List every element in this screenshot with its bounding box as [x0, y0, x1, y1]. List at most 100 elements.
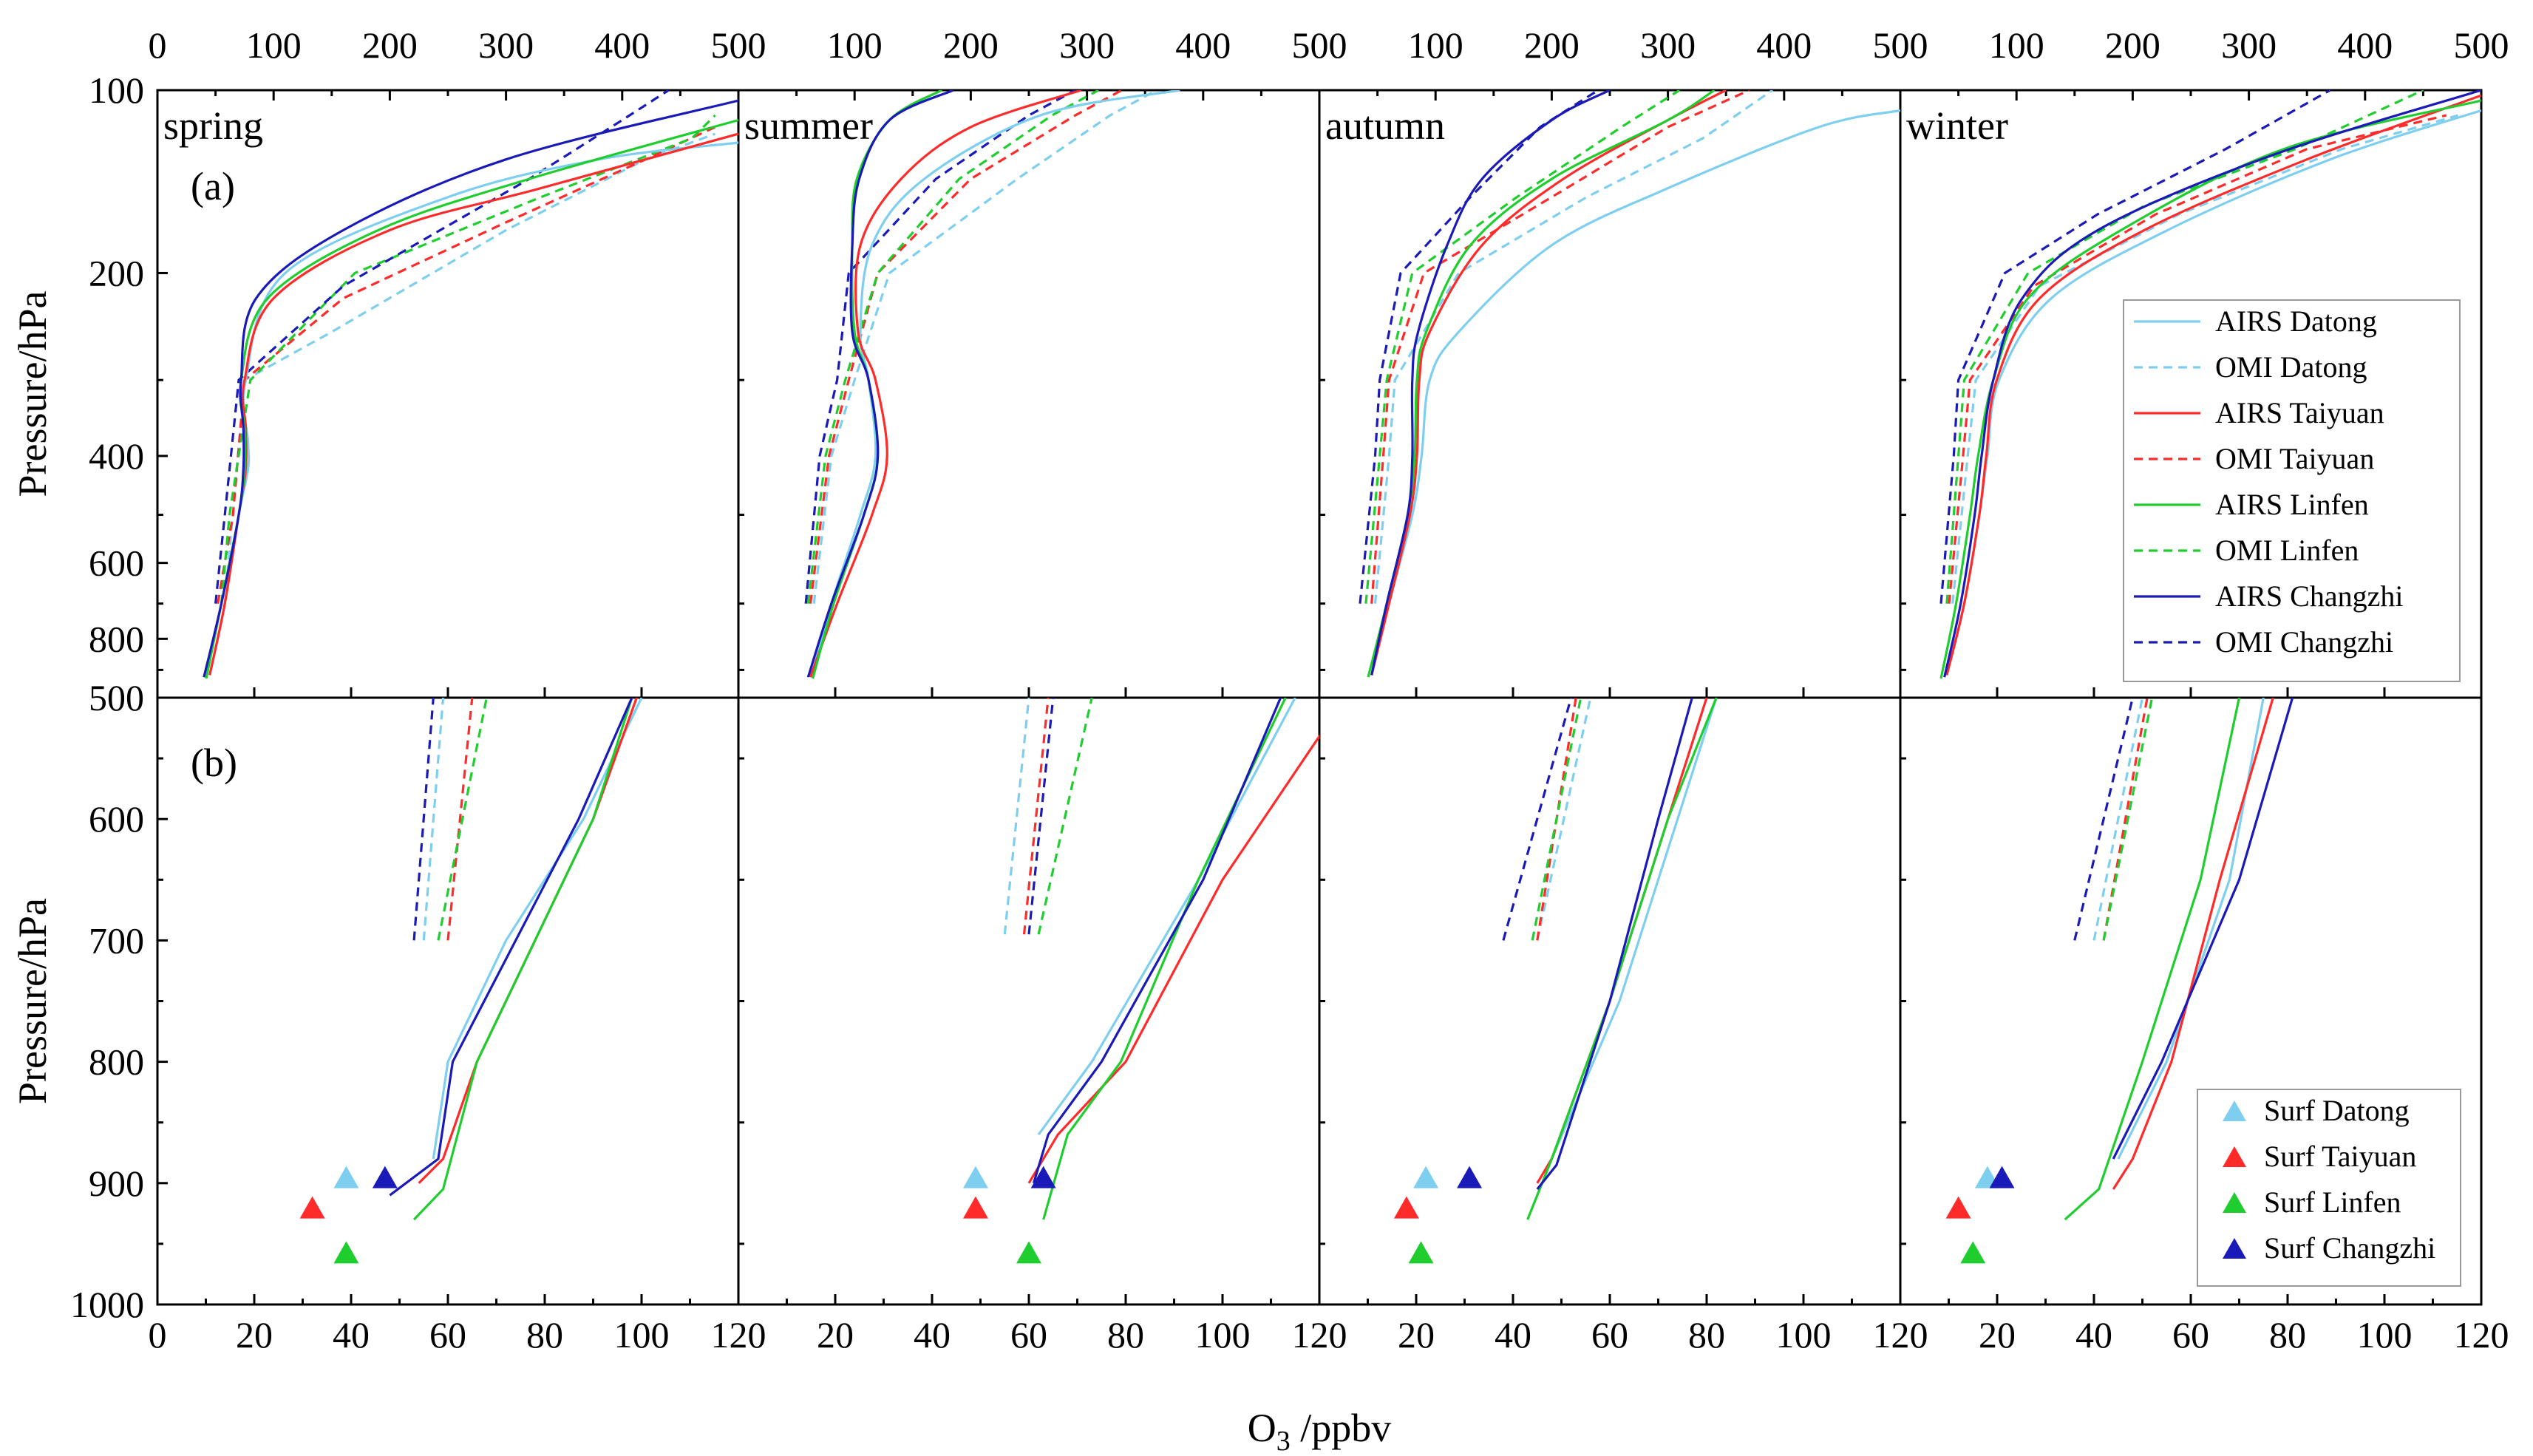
- series-a-airs-taiyuan-autumn: [1370, 90, 1727, 676]
- series-b-omi-datong-winter: [2092, 698, 2144, 941]
- series-a-airs-datong-spring: [208, 141, 738, 676]
- series-a-airs-linfen-winter: [1939, 99, 2481, 679]
- y-b-tick-label: 500: [89, 677, 144, 718]
- legend-a: AIRS Datong OMI Datong AIRS Taiyuan OMI Tai…: [2123, 299, 2461, 682]
- surface-marker-datong-spring: [333, 1166, 359, 1188]
- y-axis-title-b: Pressure/hPa: [10, 898, 55, 1104]
- legend-a-label: AIRS Changzhi: [2215, 579, 2403, 613]
- legend-b: Surf Datong Surf Taiyuan Surf Linfen Surf C…: [2197, 1089, 2461, 1287]
- series-a-omi-linfen-summer: [806, 90, 1100, 604]
- legend-b-marker: [2223, 1100, 2246, 1121]
- series-b-airs-linfen-summer: [1042, 698, 1287, 1220]
- y-b-tick-label: 1000: [70, 1284, 144, 1325]
- surface-marker-taiyuan-summer: [962, 1196, 988, 1219]
- season-label-summer: summer: [744, 103, 873, 148]
- series-b-airs-taiyuan-summer: [1027, 734, 1319, 1184]
- season-label-winter: winter: [1906, 103, 2008, 148]
- series-a-omi-changzhi-spring: [214, 90, 670, 604]
- top-tick-label: 0: [149, 24, 167, 66]
- bottom-tick-label: 80: [1688, 1314, 1725, 1355]
- top-tick-label: 300: [1640, 24, 1696, 66]
- panel-a-frame-autumn: [1318, 89, 1902, 699]
- series-a-omi-changzhi-winter: [1939, 90, 2331, 604]
- top-tick-label: 400: [1756, 24, 1812, 66]
- series-a-airs-taiyuan-spring: [208, 132, 738, 676]
- panel-b-frame-spring: [156, 696, 740, 1306]
- series-b-airs-changzhi-autumn: [1536, 698, 1693, 1190]
- top-tick-label: 500: [2454, 24, 2509, 66]
- top-tick-label: 300: [2221, 24, 2277, 66]
- series-a-airs-changzhi-summer: [806, 90, 954, 678]
- surface-marker-linfen-winter: [1960, 1241, 1986, 1264]
- surface-marker-changzhi-winter: [1989, 1166, 2015, 1188]
- bottom-tick-label: 80: [526, 1314, 563, 1355]
- bottom-tick-label: 80: [1107, 1314, 1144, 1355]
- bottom-tick-label: 80: [2269, 1314, 2306, 1355]
- legend-b-label: Surf Datong: [2264, 1094, 2410, 1127]
- y-axis-title-a: Pressure/hPa: [10, 290, 55, 497]
- bottom-tick-label: 40: [914, 1314, 951, 1355]
- surface-marker-taiyuan-spring: [299, 1196, 325, 1219]
- top-tick-label: 400: [1175, 24, 1231, 66]
- bottom-tick-label: 60: [1010, 1314, 1047, 1355]
- series-a-airs-taiyuan-winter: [1945, 94, 2481, 676]
- y-b-tick-label: 900: [89, 1163, 144, 1204]
- bottom-tick-label: 100: [614, 1314, 670, 1355]
- bottom-tick-label: 40: [2075, 1314, 2112, 1355]
- series-a-omi-taiyuan-winter: [1948, 114, 2447, 604]
- surface-marker-changzhi-summer: [1030, 1166, 1056, 1188]
- series-b-omi-taiyuan-summer: [1022, 698, 1050, 935]
- series-a-airs-datong-autumn: [1370, 109, 1900, 676]
- series-a-airs-taiyuan-summer: [809, 90, 1082, 678]
- y-a-tick-label: 600: [89, 542, 144, 584]
- top-tick-label: 200: [2105, 24, 2160, 66]
- top-tick-label: 200: [943, 24, 999, 66]
- series-b-omi-linfen-winter: [2102, 698, 2154, 941]
- top-tick-label: 400: [2337, 24, 2393, 66]
- series-b-airs-linfen-winter: [2064, 698, 2241, 1221]
- top-tick-label: 100: [827, 24, 883, 66]
- series-b-omi-linfen-summer: [1037, 698, 1093, 935]
- series-b-airs-linfen-spring: [412, 698, 633, 1221]
- season-label-autumn: autumn: [1325, 103, 1445, 148]
- series-b-omi-changzhi-spring: [412, 698, 435, 941]
- surface-marker-linfen-autumn: [1408, 1241, 1434, 1264]
- x-axis-title: O3 /ppbv: [1248, 1406, 1392, 1456]
- series-b-airs-changzhi-spring: [389, 698, 633, 1197]
- series-b-omi-taiyuan-winter: [2102, 698, 2149, 941]
- bottom-tick-label: 20: [1398, 1314, 1435, 1355]
- top-tick-label: 200: [362, 24, 418, 66]
- legend-a-label: AIRS Linfen: [2215, 488, 2369, 521]
- series-b-airs-taiyuan-spring: [418, 698, 638, 1184]
- series-a-omi-linfen-winter: [1945, 90, 2424, 604]
- legend-a-label: OMI Taiyuan: [2215, 442, 2374, 475]
- series-a-omi-linfen-spring: [220, 114, 716, 604]
- panel-a-frame-summer: [737, 89, 1321, 699]
- legend-b-marker: [2223, 1238, 2246, 1259]
- surface-marker-linfen-summer: [1016, 1241, 1041, 1264]
- bottom-tick-label: 0: [149, 1314, 167, 1355]
- surface-marker-linfen-spring: [333, 1241, 359, 1264]
- series-a-airs-changzhi-spring: [203, 99, 738, 678]
- surface-marker-taiyuan-autumn: [1393, 1196, 1419, 1219]
- y-a-tick-label: 200: [89, 252, 144, 293]
- series-a-airs-changzhi-winter: [1943, 90, 2481, 678]
- legend-a-label: OMI Changzhi: [2215, 625, 2393, 659]
- series-b-omi-datong-summer: [1003, 698, 1030, 935]
- surface-marker-changzhi-autumn: [1457, 1166, 1483, 1188]
- series-b-omi-changzhi-autumn: [1502, 698, 1573, 941]
- bottom-tick-label: 120: [1292, 1314, 1347, 1355]
- series-a-airs-changzhi-autumn: [1370, 90, 1611, 676]
- y-b-tick-label: 800: [89, 1041, 144, 1083]
- series-b-airs-changzhi-summer: [1032, 698, 1282, 1184]
- top-tick-label: 100: [1989, 24, 2044, 66]
- top-tick-label: 100: [246, 24, 302, 66]
- top-tick-label: 400: [594, 24, 650, 66]
- series-b-omi-changzhi-winter: [2073, 698, 2134, 941]
- series-a-airs-linfen-spring: [205, 118, 738, 679]
- series-b-omi-datong-autumn: [1536, 698, 1592, 941]
- season-label-spring: spring: [163, 103, 263, 148]
- top-tick-label: 500: [1292, 24, 1347, 66]
- series-b-omi-datong-spring: [422, 698, 445, 941]
